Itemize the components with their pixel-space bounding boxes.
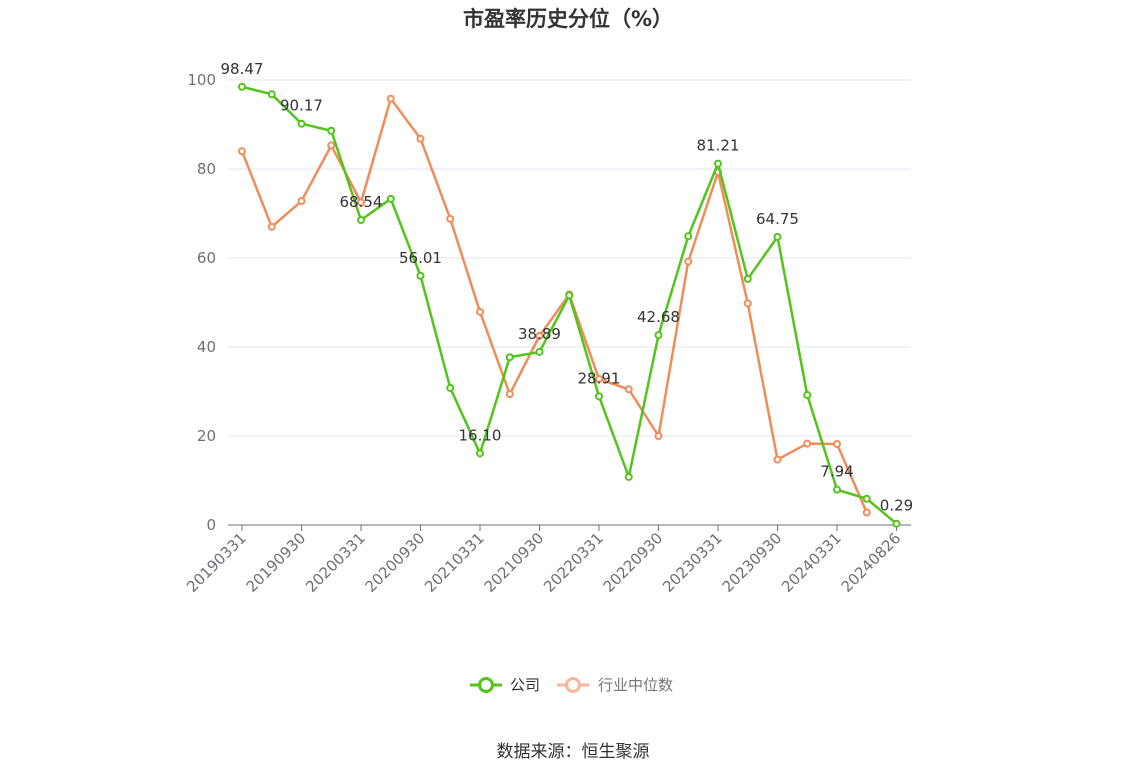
x-axis: 2019033120190930202003312020093020210331… [183, 524, 911, 596]
x-tick-label: 20200331 [302, 529, 369, 596]
data-point[interactable] [416, 134, 425, 143]
data-point[interactable] [505, 353, 514, 362]
data-label: 42.68 [637, 308, 680, 326]
data-point[interactable] [565, 291, 574, 300]
data-point[interactable] [357, 198, 365, 207]
data-point[interactable] [624, 385, 633, 394]
data-label: 81.21 [697, 137, 740, 155]
data-point[interactable] [238, 147, 246, 156]
data-point[interactable] [833, 440, 841, 449]
y-tick-label: 40 [197, 338, 216, 356]
data-point[interactable] [327, 126, 336, 135]
data-point[interactable] [803, 439, 812, 448]
legend-label-industry-median: 行业中位数 [598, 676, 673, 694]
data-label: 98.47 [221, 60, 264, 78]
data-point[interactable] [357, 215, 365, 224]
x-tick-label: 20200930 [362, 529, 429, 596]
chart-title: 市盈率历史分位（%） [463, 7, 673, 31]
series-line [240, 97, 868, 514]
x-tick-label: 20240826 [838, 529, 905, 596]
data-point[interactable] [595, 375, 603, 384]
x-tick-label: 20210930 [481, 529, 548, 596]
data-point[interactable] [833, 485, 841, 494]
legend-label-company: 公司 [510, 676, 540, 694]
legend-item-industry-median[interactable]: 行业中位数 [557, 676, 673, 694]
legend-marker-industry-median [565, 677, 581, 693]
data-point[interactable] [595, 392, 603, 401]
data-point[interactable] [803, 391, 812, 400]
data-point[interactable] [654, 432, 663, 440]
data-point[interactable] [297, 119, 306, 128]
data-label: 64.75 [756, 210, 799, 228]
legend-marker-company [478, 677, 494, 693]
data-point[interactable] [446, 214, 455, 223]
data-labels: 98.47 90.17 68.54 56.01 16.10 38.89 28.91 42.68… [221, 60, 914, 515]
legend-item-company[interactable]: 公司 [470, 676, 540, 694]
data-point[interactable] [892, 519, 901, 528]
data-point[interactable] [476, 307, 484, 316]
series-company [238, 82, 901, 528]
y-tick-label: 20 [197, 427, 216, 445]
data-label: 68.54 [340, 193, 383, 211]
y-tick-label: 100 [187, 71, 216, 89]
data-point[interactable] [505, 390, 514, 399]
data-point[interactable] [327, 141, 336, 150]
data-point[interactable] [267, 222, 276, 231]
data-label: 90.17 [280, 97, 323, 115]
x-tick-label: 20220331 [540, 529, 607, 596]
source-note: 数据来源：恒生聚源 [497, 742, 650, 762]
data-point[interactable] [416, 271, 425, 280]
data-point[interactable] [446, 383, 455, 392]
data-label: 28.91 [578, 369, 621, 387]
x-tick-label: 20210331 [421, 529, 488, 596]
data-point[interactable] [684, 257, 693, 266]
x-tick-label: 20230930 [719, 529, 786, 596]
data-point[interactable] [624, 472, 633, 481]
data-point[interactable] [476, 449, 484, 458]
data-label: 0.29 [880, 497, 913, 515]
data-point[interactable] [654, 331, 663, 340]
x-tick-label: 20190930 [243, 529, 310, 596]
legend: 公司 行业中位数 [470, 676, 673, 694]
data-point[interactable] [862, 508, 871, 517]
data-point[interactable] [684, 232, 693, 241]
data-point[interactable] [238, 82, 246, 91]
data-point[interactable] [743, 274, 752, 283]
data-point[interactable] [535, 331, 544, 340]
data-point[interactable] [535, 347, 544, 356]
y-tick-label: 80 [197, 160, 216, 178]
data-point[interactable] [773, 455, 782, 464]
x-tick-label: 20190331 [183, 529, 250, 596]
y-tick-label: 0 [206, 516, 216, 534]
data-label: 7.94 [820, 463, 853, 481]
data-point[interactable] [267, 90, 276, 99]
data-point[interactable] [773, 232, 782, 241]
data-point[interactable] [297, 197, 306, 206]
series-line [241, 85, 898, 525]
data-point[interactable] [386, 194, 395, 203]
series-industry-median [238, 94, 871, 517]
data-label: 38.89 [518, 325, 561, 343]
data-point[interactable] [862, 494, 871, 503]
x-tick-label: 20220930 [600, 529, 667, 596]
y-axis: 0 20 40 60 80 100 [187, 71, 216, 534]
data-point[interactable] [743, 299, 752, 308]
y-tick-label: 60 [197, 249, 216, 267]
data-label: 16.10 [459, 426, 502, 444]
series-layer [238, 82, 901, 528]
x-tick-label: 20240331 [778, 529, 845, 596]
x-tick-label: 20230331 [659, 529, 726, 596]
data-point[interactable] [386, 94, 395, 103]
data-label: 56.01 [399, 249, 442, 267]
data-point[interactable] [714, 159, 722, 168]
